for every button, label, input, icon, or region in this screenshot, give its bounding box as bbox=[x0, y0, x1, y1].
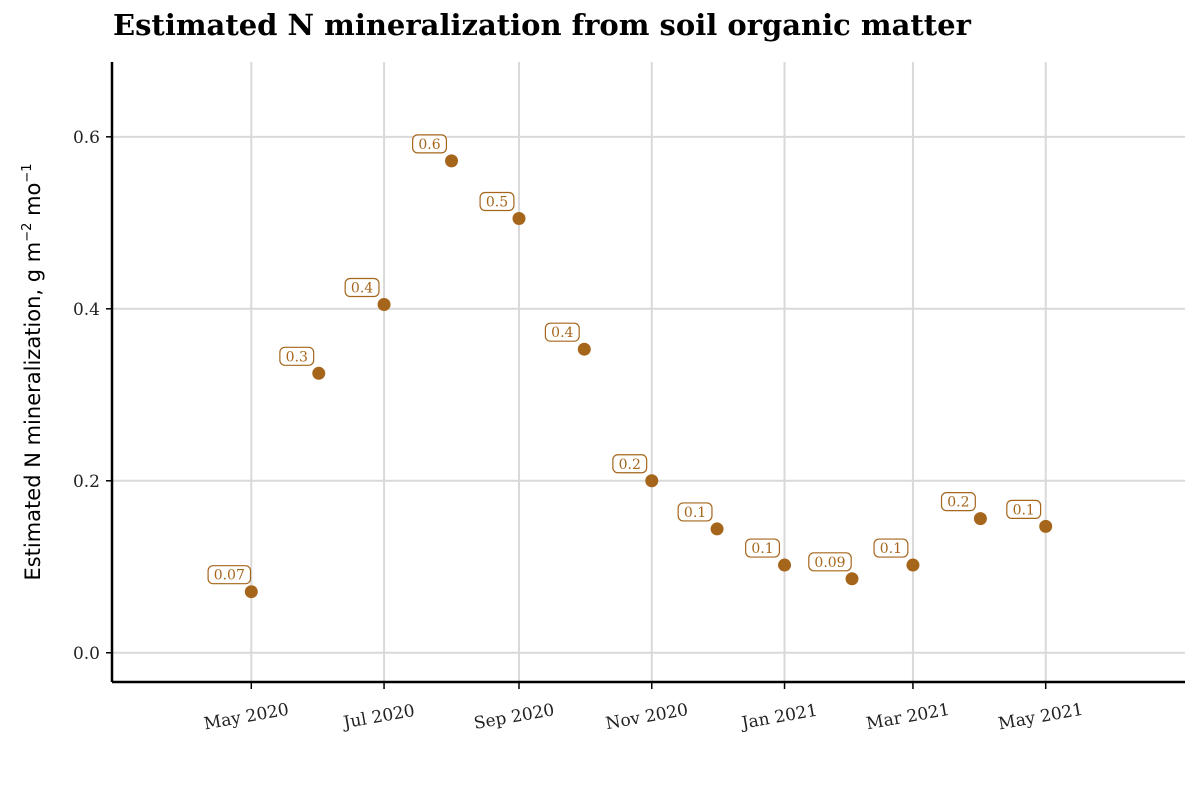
data-label-box bbox=[808, 552, 852, 572]
data-point bbox=[445, 154, 459, 168]
data-label: 0.6 bbox=[418, 137, 440, 153]
x-tick-label: Sep 2020 bbox=[472, 700, 556, 734]
data-label-box bbox=[1006, 499, 1042, 519]
data-point bbox=[312, 366, 326, 380]
data-label: 0.4 bbox=[351, 280, 373, 296]
x-tick-label: Jan 2021 bbox=[738, 701, 819, 734]
data-label: 0.3 bbox=[286, 349, 308, 365]
data-label: 0.1 bbox=[684, 505, 706, 521]
data-point bbox=[244, 585, 258, 599]
data-labels: 0.07 0.3 0.4 0.6 0.5 0.4 0.2 0.1 0.1 0.09 0.1 0.2 0.… bbox=[207, 134, 1042, 585]
data-label-box bbox=[412, 134, 448, 154]
y-tick-label: 0.4 bbox=[73, 300, 100, 320]
x-tick-label: Jul 2020 bbox=[340, 701, 416, 734]
data-label: 0.2 bbox=[619, 457, 641, 473]
data-label-box bbox=[612, 454, 648, 474]
data-point bbox=[710, 522, 724, 536]
data-label-box bbox=[279, 346, 315, 366]
data-label-box bbox=[745, 538, 781, 558]
data-point bbox=[645, 474, 659, 488]
y-axis-label: Estimated N mineralization, g m−2 mo−1 bbox=[20, 163, 45, 580]
data-point bbox=[845, 572, 859, 586]
data-label: 0.09 bbox=[814, 555, 845, 571]
gridlines bbox=[112, 62, 1185, 682]
data-point bbox=[906, 558, 920, 572]
data-label-box bbox=[940, 492, 976, 512]
data-label-box bbox=[677, 502, 713, 522]
data-point bbox=[1039, 519, 1053, 533]
data-point bbox=[512, 212, 526, 226]
data-points bbox=[244, 154, 1053, 599]
x-tick-label: May 2020 bbox=[202, 700, 290, 735]
data-point bbox=[778, 558, 792, 572]
data-point bbox=[577, 342, 591, 356]
x-tick-label: Nov 2020 bbox=[604, 700, 690, 734]
data-label-box bbox=[344, 277, 380, 298]
axes bbox=[106, 62, 1185, 689]
data-label-box bbox=[207, 565, 252, 585]
chart-title: Estimated N mineralization from soil org… bbox=[113, 8, 971, 42]
data-label: 0.1 bbox=[1013, 502, 1035, 518]
x-tick-label: Mar 2021 bbox=[865, 700, 952, 734]
data-label: 0.1 bbox=[751, 541, 773, 557]
data-label: 0.1 bbox=[880, 541, 902, 557]
tick-labels: 0.0 0.2 0.4 0.6 May 2020 Jul 2020 Sep 2020 Nov … bbox=[73, 128, 1085, 735]
y-tick-label: 0.6 bbox=[73, 128, 100, 148]
data-label-box bbox=[544, 322, 580, 342]
y-tick-label: 0.2 bbox=[73, 472, 100, 492]
data-label: 0.07 bbox=[214, 568, 245, 584]
data-label-box bbox=[873, 538, 909, 558]
data-label: 0.4 bbox=[551, 325, 573, 341]
data-point bbox=[973, 512, 987, 526]
data-point bbox=[377, 297, 391, 311]
data-label: 0.5 bbox=[486, 195, 508, 211]
data-label-box bbox=[479, 191, 515, 212]
data-label: 0.2 bbox=[947, 495, 969, 511]
y-tick-label: 0.0 bbox=[73, 644, 100, 664]
x-tick-label: May 2021 bbox=[997, 700, 1085, 735]
